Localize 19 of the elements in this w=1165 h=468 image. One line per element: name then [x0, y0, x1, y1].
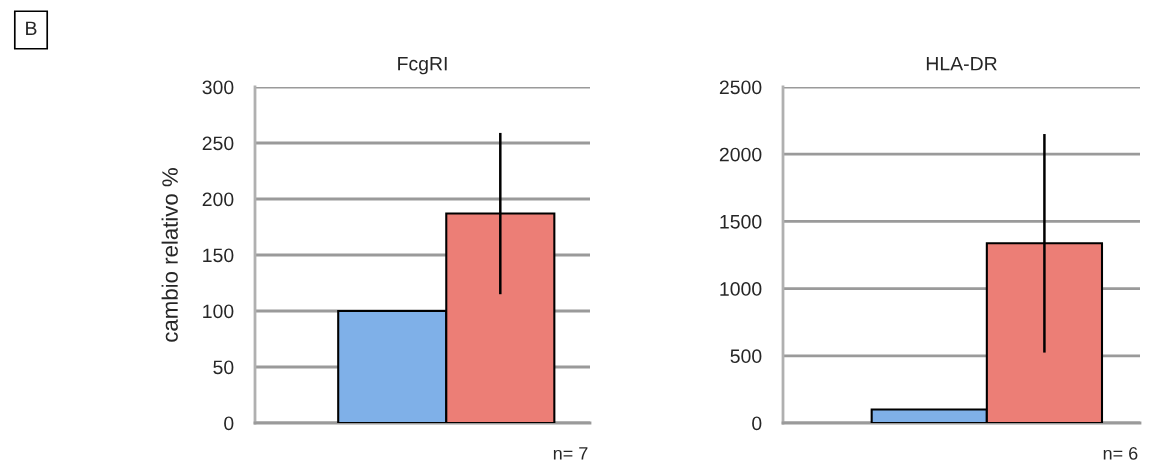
y-tick-label: 300 — [202, 80, 234, 95]
y-tick-label: 200 — [202, 192, 234, 207]
y-tick-label: 100 — [203, 304, 234, 319]
y-axis-title: cambio relativo % — [161, 168, 178, 342]
y-tick-label: 1500 — [720, 214, 762, 229]
y-tick-label: 2500 — [719, 80, 762, 95]
text: n= 7 — [553, 447, 588, 460]
text: B — [26, 21, 37, 36]
y-tick-label: 250 — [202, 136, 234, 151]
text: n= 6 — [1103, 447, 1138, 460]
y-tick-label: 0 — [752, 416, 762, 431]
chart-title: HLA-DR — [926, 56, 997, 71]
y-tick-label: 1000 — [720, 282, 762, 296]
y-tick-label: 50 — [213, 360, 234, 375]
y-tick-label: 0 — [224, 416, 234, 431]
y-tick-label: 2000 — [719, 147, 762, 162]
y-tick-label: 500 — [730, 349, 762, 364]
chart-title: FcgRI — [398, 56, 447, 75]
y-tick-label: 150 — [203, 248, 234, 263]
